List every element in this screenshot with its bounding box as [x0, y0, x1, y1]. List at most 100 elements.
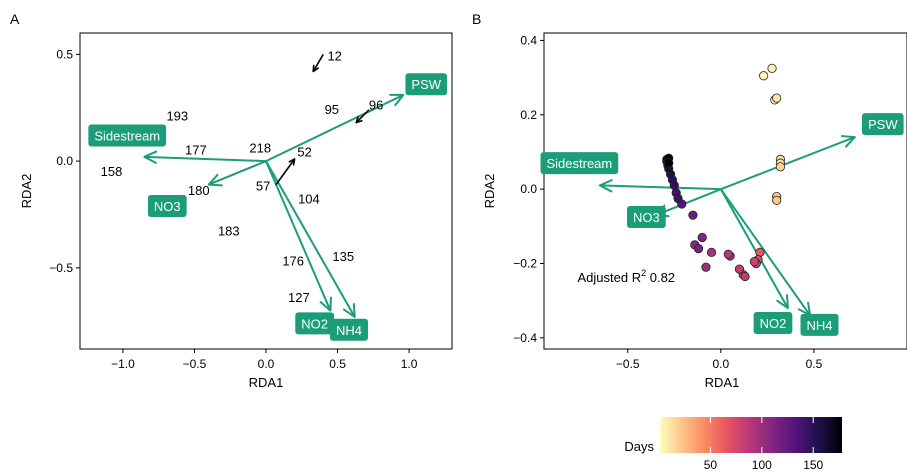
- panel-b-content: Adjusted R2 0.82 PSW Sidestream NO3 NO2 NH4: [540, 63, 904, 336]
- panel-a-axes: −1.0 −0.5 0.0 0.5 1.0 −0.5 0.0 0.5: [49, 47, 417, 371]
- sample-point: [701, 262, 711, 272]
- biplot-arrow-psw: [265, 94, 404, 163]
- biplot-arrowhead-no2: [776, 294, 789, 310]
- biplot-arrow-no2: [719, 188, 789, 309]
- panel-a-xtick-label: −1.0: [111, 357, 135, 371]
- sample-label: 180: [188, 183, 210, 198]
- sample-point: [734, 264, 745, 274]
- panel-tag-a: A: [10, 11, 20, 27]
- panel-b: −0.5 0.0 0.5 −0.4 −0.2 0.0 0.2 0.4 Adjusted R2 …: [482, 32, 907, 390]
- panel-b-axes: −0.5 0.0 0.5 −0.4 −0.2 0.0 0.2 0.4: [513, 33, 822, 371]
- env-label-nh4-text: NH4: [336, 323, 362, 338]
- colorbar-tick-label: 100: [752, 458, 772, 472]
- sample-point: [706, 247, 717, 257]
- biplot-arrow-nh4: [265, 160, 356, 318]
- env-label-psw-text: PSW: [868, 117, 898, 132]
- env-label-sidestream-text: Sidestream: [546, 156, 612, 171]
- biplot-arrow-sidestream: [144, 155, 267, 163]
- sample-point: [664, 158, 674, 168]
- env-label-no3-box: [147, 194, 187, 217]
- sample-point: [688, 210, 698, 220]
- panel-b-xlabel: RDA1: [705, 375, 740, 390]
- panel-b-ylabel: RDA2: [482, 174, 497, 209]
- panel-a-xtick-label: −0.5: [183, 357, 207, 371]
- sample-label: 104: [298, 192, 320, 207]
- env-label-no3-text: NO3: [633, 210, 660, 225]
- sample-point: [749, 257, 759, 267]
- biplot-arrow-nh4: [720, 188, 812, 317]
- panel-b-xtick-label: 0.0: [713, 357, 730, 371]
- biplot-arrow-no2: [265, 160, 332, 311]
- sample-label: 183: [218, 224, 240, 239]
- panel-a-ytick-label: 0.5: [56, 47, 73, 61]
- colorbar-tick-label: 150: [803, 458, 823, 472]
- sample-point: [772, 195, 782, 205]
- sample-label: 95: [325, 102, 339, 117]
- biplot-arrow-no3: [655, 188, 722, 217]
- panel-b-ytick-label: −0.4: [513, 331, 537, 345]
- env-label-no2-text: NO2: [301, 316, 328, 331]
- panel-b-ytick-label: 0.0: [520, 182, 537, 196]
- env-label-sidestream-text: Sidestream: [94, 128, 160, 143]
- panel-a-content: 12 95 96 193 177 218 52 158 57 180 104 183 135 176 127…: [88, 48, 448, 341]
- biplot-arrow-sidestream: [599, 184, 721, 191]
- panel-a-xtick-label: 0.5: [329, 357, 346, 371]
- sample-point: [723, 249, 733, 259]
- env-label-psw-box: [405, 73, 448, 96]
- sample-point: [772, 93, 782, 103]
- env-label-sidestream-box: [88, 124, 167, 147]
- panel-a: −1.0 −0.5 0.0 0.5 1.0 −0.5 0.0 0.5 12 95 96 193 177…: [19, 32, 453, 390]
- panel-b-xtick-label: 0.5: [806, 357, 823, 371]
- sample-label: 135: [332, 249, 354, 264]
- env-label-nh4-box: [800, 313, 839, 336]
- sample-arrow-57: [275, 158, 296, 186]
- env-label-nh4-text: NH4: [806, 318, 832, 333]
- env-label-no2-box: [753, 311, 793, 334]
- panel-a-xtick-label: 1.0: [401, 357, 418, 371]
- annotation-label: Adjusted R: [578, 270, 642, 285]
- colorbar-title: Days: [624, 439, 654, 454]
- sample-label: 52: [297, 145, 311, 160]
- env-label-no3-text: NO3: [154, 199, 181, 214]
- panel-b-frame: [543, 32, 907, 350]
- env-label-no3-box: [627, 206, 666, 229]
- panel-a-ytick-label: −0.5: [49, 261, 73, 275]
- sample-label: 176: [282, 253, 304, 268]
- biplot-arrow-psw: [720, 136, 856, 191]
- env-label-no2-text: NO2: [760, 316, 787, 331]
- env-label-nh4-box: [329, 318, 368, 341]
- biplot-arrowhead-nh4: [343, 303, 356, 318]
- sample-label: 12: [327, 48, 341, 63]
- sample-point: [767, 63, 777, 73]
- colorbar-tick-label: 50: [704, 458, 718, 472]
- annotation-superscript: 2: [641, 268, 646, 278]
- biplot-arrowhead-no3: [207, 173, 223, 187]
- panel-a-xlabel: RDA1: [249, 375, 284, 390]
- sample-label: 177: [185, 142, 207, 157]
- adjusted-r2-annotation: Adjusted R2 0.82: [578, 268, 676, 285]
- panel-a-ytick-label: 0.0: [56, 154, 73, 168]
- sample-arrowhead-96: [355, 116, 363, 124]
- colorbar-gradient-bar: [660, 417, 842, 453]
- sample-arrow-12: [312, 53, 324, 72]
- sample-point: [673, 193, 683, 204]
- sample-arrow-96: [355, 109, 370, 124]
- biplot-arrowhead-no2: [319, 296, 332, 312]
- sample-label: 193: [166, 108, 188, 123]
- panel-b-ytick-label: 0.4: [520, 33, 537, 47]
- sample-arrowhead-12: [312, 64, 319, 73]
- sample-point: [693, 244, 704, 254]
- panel-tag-b: B: [472, 11, 481, 27]
- biplot-arrow-no3: [208, 160, 267, 186]
- biplot-arrowhead-psw: [840, 135, 856, 148]
- env-label-sidestream-box: [540, 152, 619, 175]
- sample-arrowhead-57: [288, 158, 296, 166]
- annotation-value: 0.82: [646, 270, 675, 285]
- sample-label: 57: [256, 179, 270, 194]
- colorbar-ticks: 50 100 150: [704, 417, 824, 472]
- biplot-arrowhead-sidestream: [143, 150, 158, 164]
- panel-a-ylabel: RDA2: [19, 174, 34, 209]
- panel-b-ytick-label: 0.2: [520, 108, 537, 122]
- days-colorbar: Days 50 100 150: [624, 417, 842, 472]
